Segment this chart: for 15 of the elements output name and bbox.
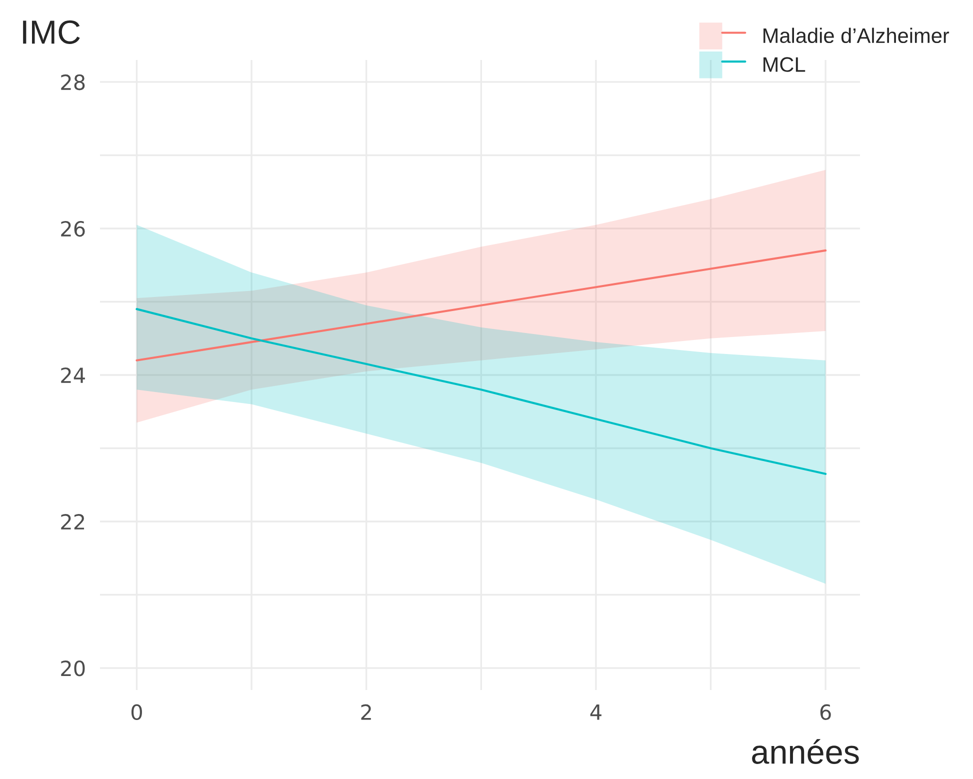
legend-label: Maladie d’Alzheimer bbox=[764, 28, 950, 44]
y-tick-label: 20 bbox=[61, 660, 85, 676]
x-tick-label: 6 bbox=[820, 704, 831, 720]
x-axis-title: années bbox=[752, 739, 859, 764]
y-tick-label: 26 bbox=[61, 220, 85, 237]
line-series bbox=[136, 308, 827, 475]
x-tick-label: 4 bbox=[590, 704, 602, 720]
y-tick-label: 22 bbox=[61, 514, 84, 530]
line-series bbox=[136, 249, 827, 362]
y-tick-label: 24 bbox=[61, 367, 85, 383]
x-tick-label: 2 bbox=[361, 704, 371, 720]
legend-label: MCL bbox=[764, 57, 806, 72]
x-tick-label: 0 bbox=[131, 704, 142, 720]
y-axis-title: IMC bbox=[23, 20, 80, 44]
y-tick-label: 28 bbox=[61, 74, 85, 90]
